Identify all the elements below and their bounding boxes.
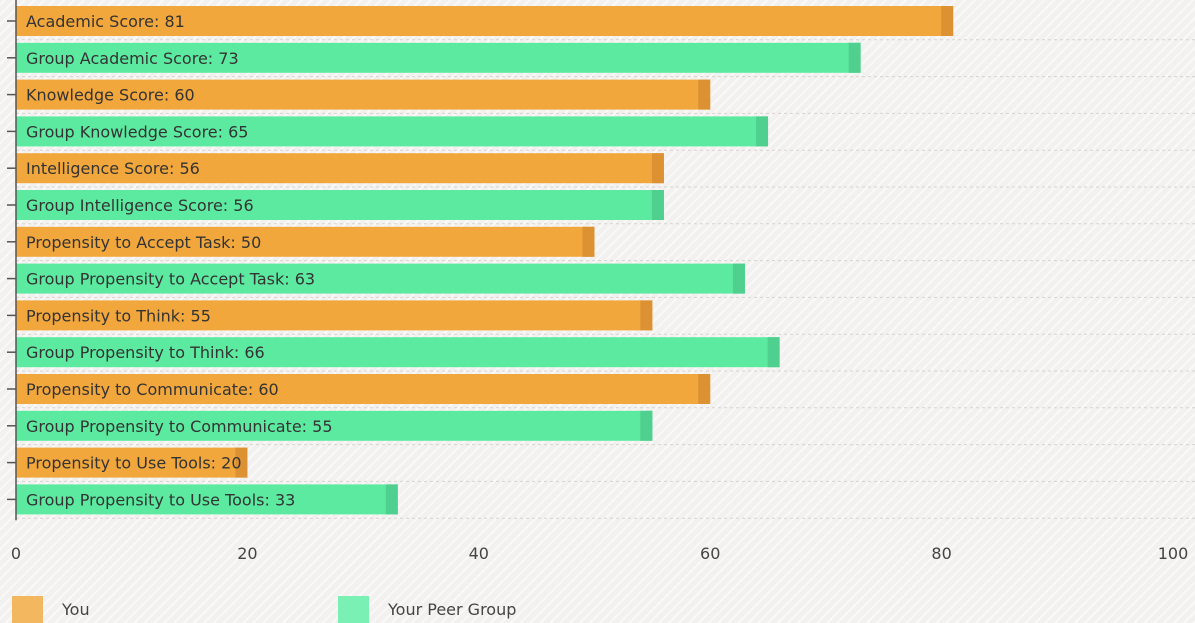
x-tick-label: 0: [11, 544, 21, 563]
legend-swatch-you: [12, 596, 43, 623]
legend-swatch-peer-group: [338, 596, 369, 623]
x-tick-label: 40: [469, 544, 489, 563]
bar-group: [16, 484, 398, 515]
bar-end-shade: [235, 447, 248, 478]
bar: [16, 484, 398, 515]
bar-group: [16, 300, 653, 331]
x-tick-label: 60: [700, 544, 720, 563]
bar-label: Group Propensity to Use Tools: 33: [26, 490, 295, 509]
bar: [16, 42, 861, 73]
bar-label: Group Propensity to Communicate: 55: [26, 417, 333, 436]
bar-labels: Academic Score: 81 Group Academic Score: …: [26, 12, 333, 509]
bar-end-shade: [941, 6, 954, 36]
bar-end-shade: [640, 410, 653, 441]
gridlines: [16, 39, 1195, 519]
bar: [16, 410, 653, 441]
bar-label: Group Intelligence Score: 56: [26, 196, 254, 215]
bar-end-shade: [698, 79, 711, 110]
bar-group: [16, 447, 248, 478]
bar: [16, 263, 745, 294]
bar-label: Group Propensity to Think: 66: [26, 343, 265, 362]
bar-end-shade: [651, 190, 664, 220]
bar-end-shade: [651, 153, 664, 184]
legend-item-peer-group: Your Peer Group: [338, 596, 516, 623]
bar-group: [16, 6, 954, 36]
bar-end-shade: [698, 374, 711, 404]
bar-group: [16, 116, 769, 147]
bar-group: [16, 226, 595, 257]
bar-end-shade: [385, 484, 398, 515]
bar-label: Propensity to Use Tools: 20: [26, 454, 242, 473]
bar: [16, 300, 653, 331]
bar-label: Group Propensity to Accept Task: 63: [26, 270, 315, 289]
bar: [16, 447, 248, 478]
bar-end-shade: [756, 116, 769, 147]
legend: You Your Peer Group: [0, 596, 1195, 623]
x-tick-label: 80: [931, 544, 951, 563]
bar-label: Intelligence Score: 56: [26, 159, 200, 178]
bar-label: Group Knowledge Score: 65: [26, 122, 248, 141]
legend-label-peer-group: Your Peer Group: [388, 600, 517, 619]
bar-end-shade: [732, 263, 745, 294]
bar-group: [16, 337, 780, 368]
bar-group: [16, 263, 745, 294]
bar-group: [16, 42, 861, 73]
bar-label: Propensity to Accept Task: 50: [26, 233, 261, 252]
bars: [16, 6, 954, 515]
bar-label: Propensity to Think: 55: [26, 306, 211, 325]
bar: [16, 116, 769, 147]
bar-label: Knowledge Score: 60: [26, 86, 195, 105]
bar-label: Propensity to Communicate: 60: [26, 380, 279, 399]
x-tick-label: 20: [237, 544, 257, 563]
bar: [16, 374, 711, 404]
bar-label: Group Academic Score: 73: [26, 49, 239, 68]
bar: [16, 190, 664, 220]
bar: [16, 153, 664, 184]
legend-item-you: You: [12, 596, 90, 623]
bar-group: [16, 410, 653, 441]
bar-end-shade: [640, 300, 653, 331]
bar-label: Academic Score: 81: [26, 12, 185, 31]
bar: [16, 226, 595, 257]
bar: [16, 79, 711, 110]
x-tick-label: 100: [1158, 544, 1189, 563]
axes: 0 20 40 60 80 100: [7, 0, 1188, 563]
bar-end-shade: [582, 226, 595, 257]
bar-group: [16, 374, 711, 404]
bar-group: [16, 153, 664, 184]
bar-group: [16, 190, 664, 220]
bar-end-shade: [848, 42, 861, 73]
legend-label-you: You: [62, 600, 90, 619]
bar: [16, 6, 954, 36]
bar-end-shade: [767, 337, 780, 368]
bar-group: [16, 79, 711, 110]
bar: [16, 337, 780, 368]
